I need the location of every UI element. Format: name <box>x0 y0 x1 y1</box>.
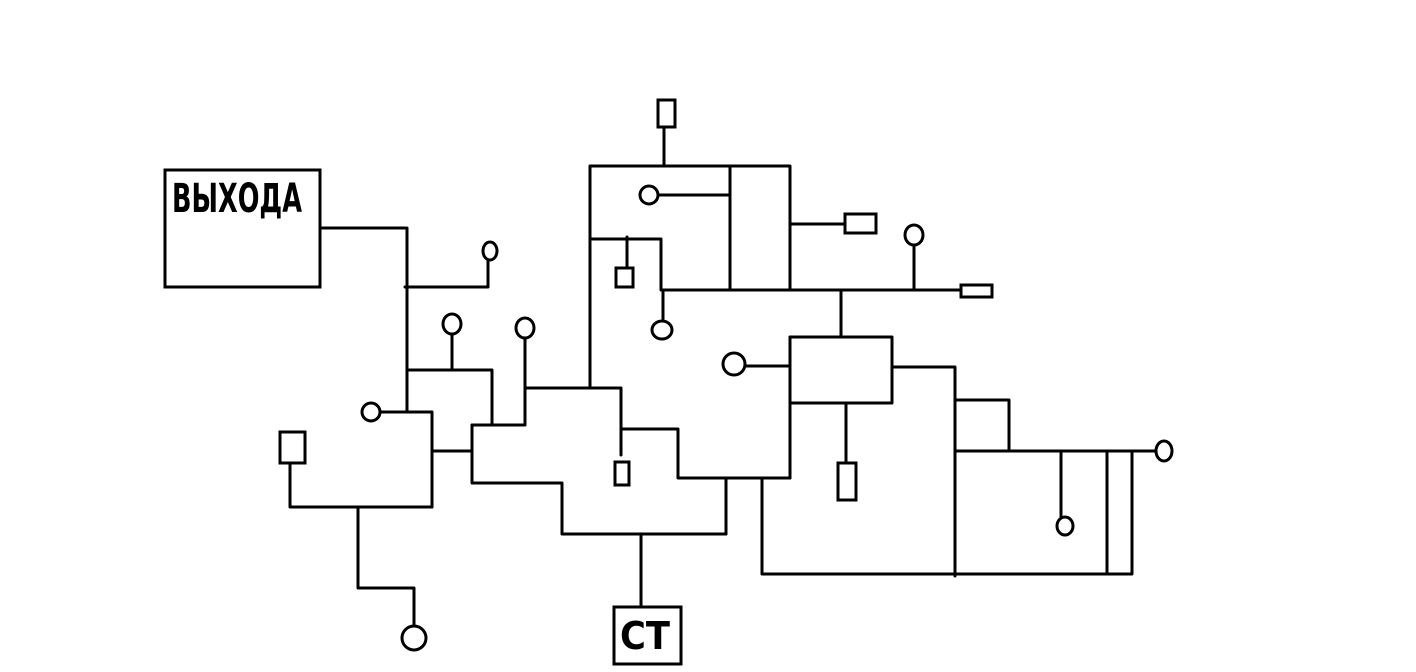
round-terminal <box>481 240 499 262</box>
round-terminal <box>721 351 747 377</box>
round-terminal <box>514 316 536 340</box>
exit-box-label: ВЫХОДА <box>172 176 302 222</box>
round-terminal <box>1154 439 1174 463</box>
rect-terminal <box>613 460 631 487</box>
rect-terminal <box>614 266 635 289</box>
rect-terminals <box>278 98 994 502</box>
wire <box>953 398 1011 453</box>
exit-box: ВЫХОДА <box>163 168 322 289</box>
start-box-frame <box>612 605 683 666</box>
wire <box>470 423 728 536</box>
exit-box-frame <box>163 168 322 289</box>
wire <box>470 386 623 457</box>
wire <box>890 365 957 578</box>
rect-terminal <box>656 98 677 129</box>
round-terminal <box>650 319 674 341</box>
wire <box>590 237 964 292</box>
round-terminal <box>441 312 463 336</box>
round-terminal <box>903 223 925 247</box>
wire <box>405 368 494 427</box>
wire <box>760 449 1134 576</box>
round-terminal <box>638 184 660 206</box>
wire <box>588 164 792 390</box>
wire <box>788 335 894 405</box>
start-box-label: СТ <box>620 614 670 658</box>
round-terminals <box>360 184 1174 652</box>
wire <box>356 505 416 628</box>
round-terminal <box>1055 515 1075 537</box>
rect-terminal <box>278 430 307 465</box>
wire <box>619 427 792 480</box>
rect-terminal <box>959 283 994 299</box>
rect-terminal <box>843 212 878 235</box>
wire <box>288 460 434 509</box>
wire <box>403 258 490 289</box>
rect-terminal <box>836 461 858 502</box>
wire-network <box>288 126 1157 628</box>
round-terminal <box>360 401 382 423</box>
wire <box>379 410 434 509</box>
round-terminal <box>400 624 428 652</box>
start-box: СТ <box>612 605 683 666</box>
